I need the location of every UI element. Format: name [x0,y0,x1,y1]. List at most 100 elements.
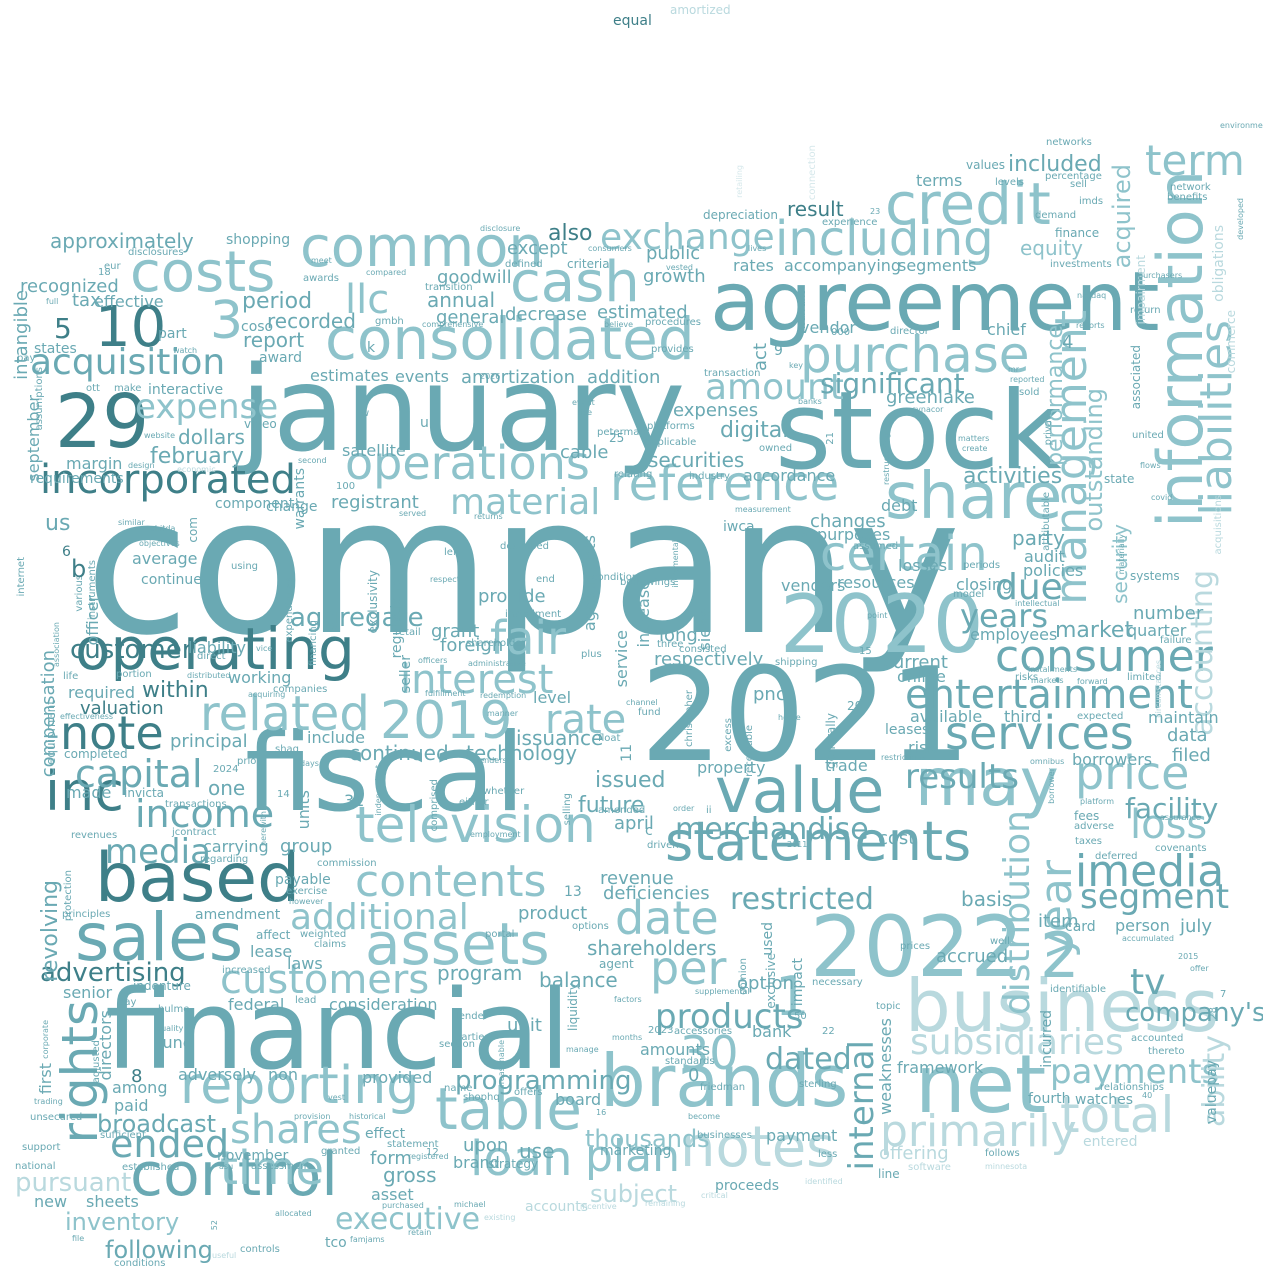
word-shopping: shopping [226,232,291,248]
word-however: however [289,897,324,906]
word-registered: registered [408,1152,449,1161]
word-commission: commission [317,858,377,869]
word-customers: customers [220,957,430,1003]
word-40: 40 [1142,1091,1153,1100]
word-including: including [775,211,994,267]
word-corporate: corporate [41,1020,50,1059]
word-granted: granted [321,1146,361,1157]
word-trading: trading [34,1097,63,1106]
word-business: business [905,964,1219,1048]
word-amortized: amortized [670,3,731,17]
word-purchasers: purchasers [1138,271,1183,280]
word-000: 000 [831,327,851,338]
word-entered: entered [1083,1134,1138,1150]
word-networks: networks [1046,137,1092,148]
word-second: second [298,456,327,465]
word-eur: eur [104,261,121,272]
word-table: table [435,1075,582,1143]
word-purposes: purposes [817,525,891,544]
word-synacor: synacor [912,405,944,414]
word-shareholders: shareholders [587,936,717,960]
word-platform: platform [1080,797,1114,806]
word-shophq: shophq [463,1092,500,1103]
word-peterman: peterman [597,427,646,438]
word-private: private [1043,410,1054,446]
word-value: value [715,754,885,827]
word-made: made [66,783,112,802]
word-covenants: covenants [1155,843,1207,854]
word-percentage: percentage [1045,171,1102,182]
word-quality: quality [156,1024,184,1033]
word-levels: levels [995,177,1024,188]
word-direct: direct [197,651,226,662]
word-vest: vest [328,1093,345,1102]
word-indenture: indenture [133,979,191,993]
word-relating: relating [614,469,653,480]
word-unsecured: unsecured [30,1112,83,1123]
word-three: three [657,639,684,650]
word-payments: payments [1050,1052,1220,1092]
word-affect: affect [256,928,291,942]
word-parties: parties [455,1032,490,1043]
word-vice: vice [256,644,273,653]
word-payable: payable [275,872,331,888]
word-annual: annual [427,288,496,312]
word-tax: tax [72,290,101,311]
word-adversely: adversely [178,1065,256,1084]
word-transaction: transaction [704,368,761,379]
word-approximately: approximately [50,229,194,253]
word-able: able [224,1034,233,1052]
word-1: 1 [775,965,810,1028]
word-driven: driven [647,840,679,851]
word-standards: standards [665,1056,715,1067]
word-21: 21 [825,432,836,445]
word-available: available [910,707,983,726]
word-activities: activities [963,464,1063,489]
word-service: service [612,630,631,688]
word-warrants: warrants [292,468,308,530]
word-minnesota: minnesota [985,1162,1028,1171]
word-acquisition: acquisition [30,342,226,383]
word-dated: dated [765,1042,852,1077]
word-fund: fund [638,707,661,718]
word-restricted: restricted [730,882,874,917]
word-vendor: vendor [800,318,856,337]
word-april: april [614,813,654,834]
word-tco: tco [325,1235,347,1251]
word-borrowers: borrowers [1072,750,1153,769]
word-broadcast: broadcast [97,1110,217,1138]
word-current: current [883,652,948,673]
word-model: model [953,589,985,600]
word-ended: ended [110,1122,230,1166]
word-company-s: company's [1125,998,1263,1028]
word-merchandise: merchandise [675,812,869,847]
word-period: period [242,289,313,314]
word-purchase: purchase [800,326,1030,384]
word-topic: topic [876,1001,901,1012]
word-b: b [71,555,87,583]
word-changes: changes [810,511,886,532]
word-asu: asu [219,1162,234,1171]
word-materially: materially [1117,534,1126,575]
word-portion: portion [116,669,152,680]
word-aggregate: aggregate [290,603,424,633]
word-closing: closing [956,575,1013,594]
word-within: within [142,678,209,703]
word-installments: installments [1028,665,1078,674]
word-necessary: necessary [812,977,863,988]
word-cable: cable [560,442,609,463]
word-act: act [750,343,771,371]
word-herewith: herewith [259,811,268,846]
word-resources: resources [837,573,915,592]
word-deferred: deferred [1095,851,1138,862]
word-equipment: equipment [44,700,58,765]
word-manage: manage [566,1045,599,1054]
word-risks: risks [1015,672,1039,683]
word-2020: 2020 [780,578,984,671]
word-useful: useful [212,1251,237,1260]
word-income: income [135,792,275,836]
word-person: person [1115,916,1170,935]
word-regulations: regulations [389,580,405,659]
word-date: date [615,891,719,945]
word-shipping: shipping [775,657,818,668]
